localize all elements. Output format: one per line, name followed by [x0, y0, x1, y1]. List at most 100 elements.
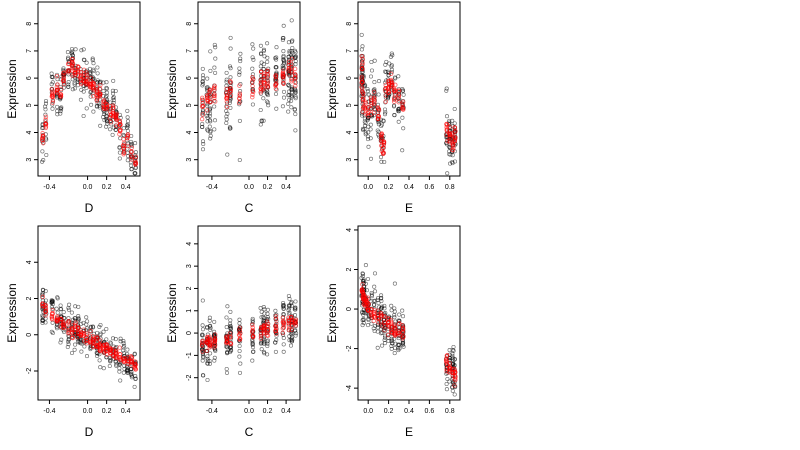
x-tick-label: 0.2	[102, 408, 112, 415]
data-point	[50, 106, 55, 111]
data-point	[117, 145, 122, 150]
data-point	[212, 319, 217, 324]
data-point	[72, 86, 77, 91]
fitted-point	[69, 64, 75, 69]
fitted-point	[94, 98, 100, 103]
data-point	[281, 304, 286, 309]
data-point	[132, 384, 137, 389]
x-tick-label: -0.4	[206, 184, 218, 191]
data-point	[121, 348, 126, 353]
fitted-point	[281, 324, 286, 330]
fitted-point	[66, 319, 72, 324]
data-point	[208, 106, 213, 111]
y-tick-label: 3	[186, 158, 193, 162]
data-point	[447, 379, 452, 384]
data-point	[383, 110, 388, 115]
y-tick-label: 7	[346, 49, 353, 53]
fitted-point	[365, 295, 371, 300]
data-point	[88, 347, 93, 352]
x-tick-label: -0.4	[43, 184, 55, 191]
data-point	[250, 66, 255, 71]
fitted-point	[121, 136, 126, 142]
data-point	[225, 349, 230, 355]
fitted-point	[250, 79, 255, 84]
fitted-point	[61, 70, 66, 76]
data-point	[264, 99, 269, 104]
red-fitted-points	[359, 282, 458, 388]
x-axis-title: E	[405, 425, 413, 439]
fitted-point	[273, 86, 279, 91]
fitted-point	[98, 82, 103, 88]
fitted-point	[94, 84, 100, 90]
x-tick-label: 0.2	[384, 184, 394, 191]
x-tick-label: 0.4	[404, 184, 414, 191]
y-axis-title: Expression	[165, 283, 179, 342]
data-point	[228, 66, 233, 71]
data-point	[207, 361, 213, 366]
data-point	[225, 111, 230, 116]
red-fitted-points	[199, 314, 299, 354]
data-point	[237, 317, 242, 322]
fitted-point	[386, 90, 391, 95]
fitted-point	[223, 91, 229, 96]
scatter-panel-6: 0.0 0.2 0.4 0.6 0.8 -4 -2 0 2 4 E Expression	[325, 225, 461, 439]
data-point	[447, 118, 452, 123]
data-point	[228, 318, 233, 323]
fitted-point	[70, 61, 75, 66]
data-point	[375, 325, 380, 330]
data-point	[55, 104, 60, 109]
data-point	[133, 150, 138, 155]
data-point	[118, 336, 123, 341]
data-point	[259, 315, 264, 320]
data-point	[289, 98, 294, 103]
fitted-point	[97, 342, 102, 348]
data-point	[104, 355, 109, 360]
fitted-point	[70, 335, 75, 340]
data-point	[365, 137, 371, 142]
fitted-point	[369, 100, 374, 105]
data-point	[264, 317, 269, 322]
data-point	[200, 327, 206, 332]
data-point	[58, 303, 63, 308]
data-point	[121, 370, 126, 375]
fitted-point	[97, 92, 103, 97]
y-tick-label: 4	[186, 130, 193, 134]
fitted-point	[200, 112, 206, 117]
data-point	[392, 75, 397, 80]
data-point	[265, 92, 270, 97]
data-point	[70, 87, 75, 92]
fitted-point	[360, 56, 365, 62]
data-point	[73, 333, 78, 338]
fitted-point	[228, 86, 234, 92]
data-point	[392, 345, 398, 351]
data-point	[259, 340, 264, 346]
data-point	[61, 66, 66, 71]
fitted-point	[400, 323, 405, 328]
fitted-point	[369, 102, 374, 107]
data-point	[113, 127, 118, 132]
data-point	[201, 141, 206, 147]
data-point	[281, 59, 287, 64]
fitted-point	[207, 96, 212, 101]
data-point	[78, 97, 83, 102]
fitted-point	[49, 311, 55, 316]
data-point	[224, 370, 230, 375]
data-point	[250, 42, 255, 47]
fitted-point	[382, 88, 388, 94]
fitted-point	[401, 334, 406, 339]
data-point	[392, 281, 397, 286]
data-point	[200, 147, 206, 152]
fitted-point	[58, 93, 63, 99]
data-point	[400, 148, 405, 153]
data-point	[208, 325, 213, 330]
black-points	[199, 18, 298, 163]
data-point	[372, 289, 378, 294]
x-tick-label: 0.0	[244, 408, 254, 415]
data-point	[281, 89, 287, 94]
fitted-point	[265, 78, 270, 83]
fitted-point	[265, 323, 270, 329]
data-point	[66, 84, 71, 89]
y-tick-label: 4	[346, 228, 353, 232]
data-point	[286, 101, 291, 106]
data-point	[227, 64, 233, 69]
